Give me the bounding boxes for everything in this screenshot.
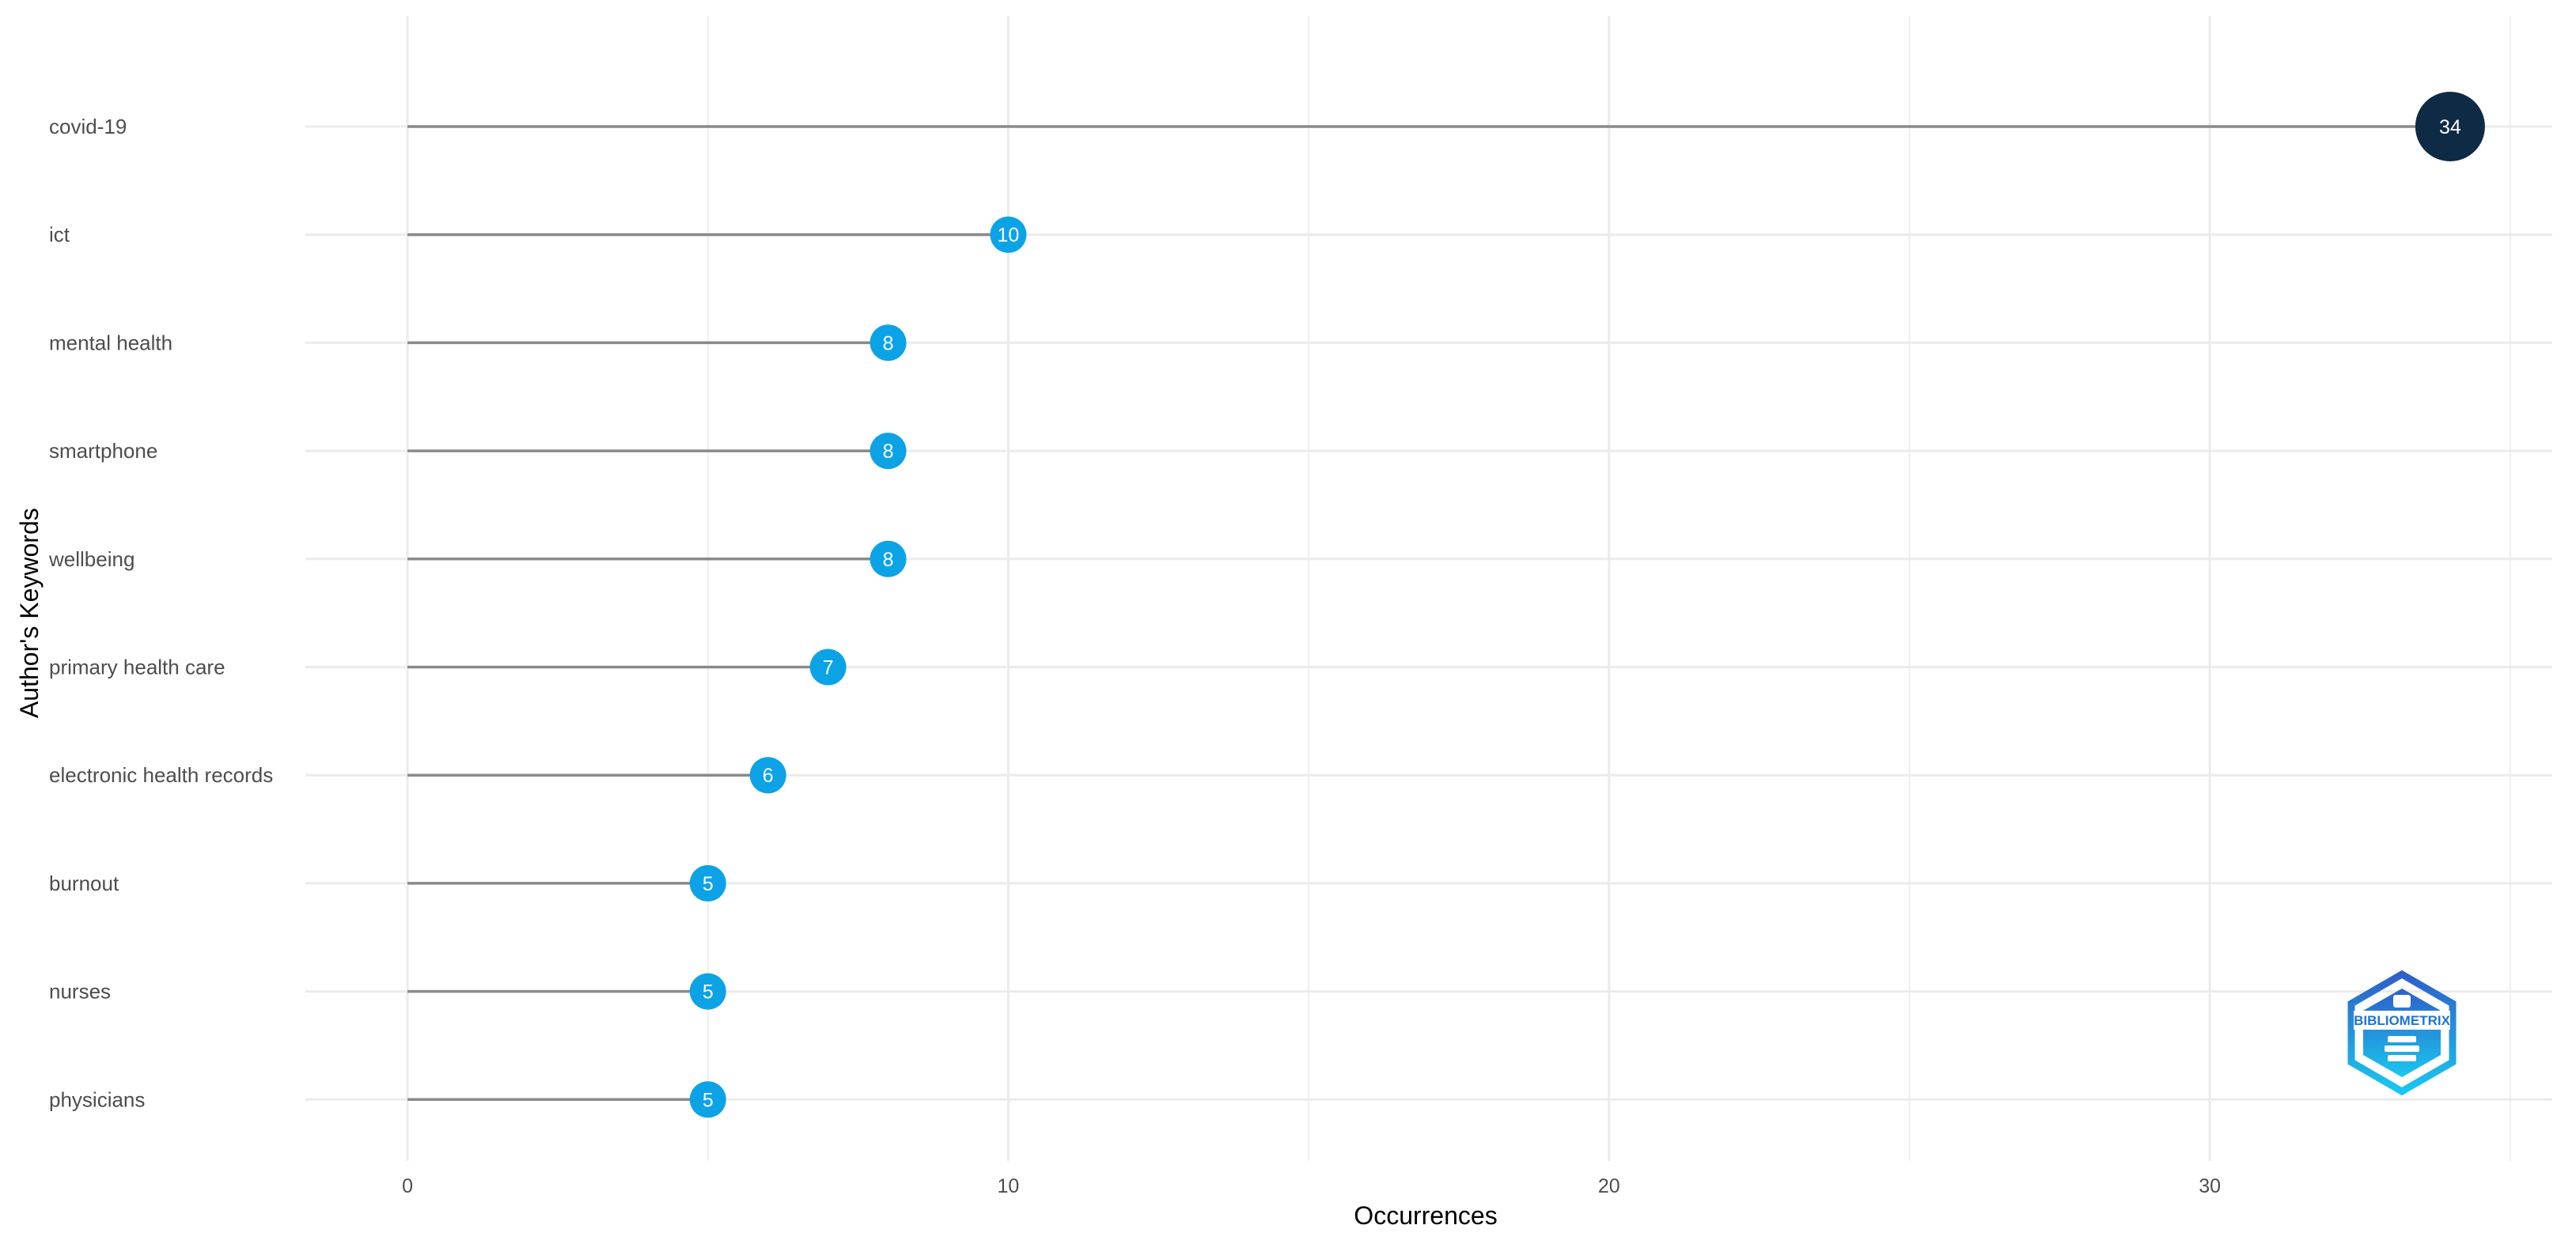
- category-label: burnout: [49, 872, 119, 895]
- logo-hexagon-outer: [2347, 970, 2457, 1096]
- category-label: primary health care: [49, 656, 225, 679]
- x-tick-label: 0: [402, 1175, 413, 1197]
- points-layer: [689, 92, 2485, 1118]
- lollipop-point: [749, 757, 786, 794]
- point-value-label: 10: [998, 225, 1020, 247]
- lollipop-point: [689, 973, 726, 1010]
- point-value-label: 5: [703, 873, 714, 895]
- stems-layer: [407, 125, 2450, 1102]
- labels-layer: 34 10 8 8 8 7 6 5 5 5: [703, 116, 2461, 1111]
- logo-book-1: [2388, 1036, 2416, 1042]
- lollipop-point: [869, 433, 907, 470]
- logo-book-3: [2388, 1055, 2416, 1061]
- category-label: smartphone: [49, 439, 157, 463]
- category-label: nurses: [49, 980, 111, 1004]
- point-value-label: 34: [2439, 116, 2461, 138]
- point-value-label: 8: [883, 549, 894, 571]
- lollipop-point: [869, 324, 907, 361]
- point-value-label: 6: [763, 765, 774, 787]
- lollipop-point: [990, 216, 1027, 253]
- point-value-label: 7: [823, 657, 834, 679]
- y-axis-title: Author's Keywords: [15, 508, 44, 718]
- x-axis-title: Occurrences: [1354, 1201, 1497, 1230]
- grid-layer: [305, 16, 2552, 1161]
- category-label: mental health: [49, 331, 172, 354]
- category-label: wellbeing: [48, 547, 134, 571]
- category-label: physicians: [49, 1087, 145, 1111]
- point-value-label: 5: [703, 981, 714, 1004]
- axis-layer: Occurrences Author's Keywords 0 10 20 30 cov…: [15, 115, 2221, 1230]
- logo-band: [2354, 1011, 2450, 1030]
- lollipop-point: [2415, 92, 2485, 161]
- category-label: covid-19: [49, 115, 127, 138]
- logo-book-2: [2385, 1045, 2419, 1052]
- lollipop-point: [809, 648, 847, 686]
- lollipop-point: [869, 540, 907, 577]
- point-value-label: 8: [883, 441, 894, 463]
- logo-book-top: [2393, 995, 2411, 1008]
- point-value-label: 8: [883, 332, 894, 354]
- x-tick-label: 20: [1598, 1175, 1620, 1197]
- category-label: electronic health records: [49, 763, 273, 787]
- logo-text: BIBLIOMETRIX: [2354, 1013, 2450, 1028]
- x-tick-label: 30: [2199, 1175, 2221, 1197]
- category-label: ict: [49, 223, 70, 247]
- x-tick-label: 10: [998, 1175, 1020, 1197]
- bibliometrix-logo: BIBLIOMETRIX: [2347, 970, 2457, 1096]
- lollipop-point: [689, 1081, 726, 1118]
- point-value-label: 5: [703, 1089, 714, 1111]
- lollipop-point: [689, 864, 726, 902]
